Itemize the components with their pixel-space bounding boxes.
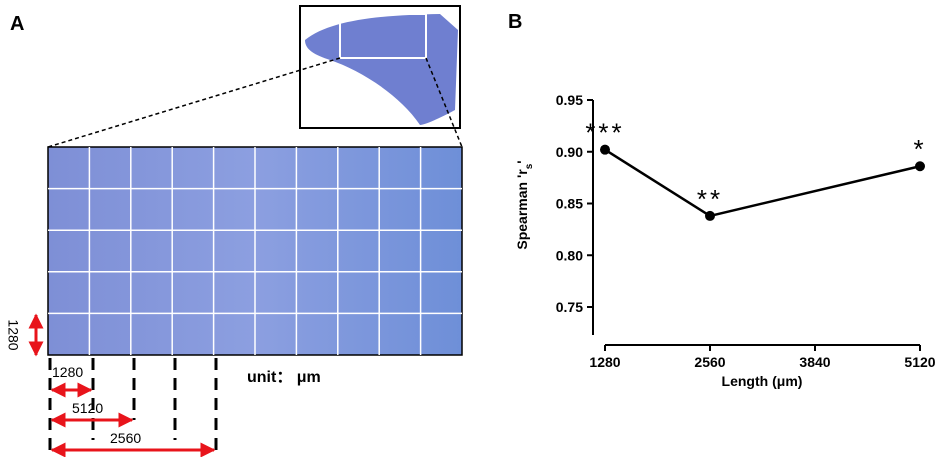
y-title-part: Spearman 'r: [514, 169, 530, 250]
point: [705, 210, 715, 221]
vertical-size: 1280: [5, 319, 21, 350]
zoom-line: [47, 57, 341, 148]
y-tick-label: 0.95: [556, 92, 583, 108]
significance: **: [697, 184, 723, 214]
point: [600, 144, 610, 155]
inset-tissue: [305, 14, 458, 125]
x-tick-label: 2560: [694, 354, 725, 370]
y-title-sub: s: [524, 163, 535, 169]
size-label: 1280: [52, 364, 83, 380]
x-tick-label: 5120: [904, 354, 935, 370]
x-tick-label: 3840: [799, 354, 830, 370]
x-tick-label: 1280: [589, 354, 620, 370]
unit-label: unit： μm: [247, 369, 321, 386]
significance: ***: [585, 118, 624, 148]
size-label: 5120: [72, 400, 103, 416]
panel-label: A: [10, 13, 24, 35]
significance: *: [913, 134, 926, 164]
y-axis-title: Spearman 'rs': [514, 160, 535, 249]
inset-roi: [339, 13, 427, 59]
zoom-line: [425, 57, 463, 148]
size-arrows: [28, 313, 216, 458]
y-tick-label: 0.90: [556, 144, 583, 160]
tile-grid: [48, 147, 462, 355]
y-tick-label: 0.80: [556, 247, 583, 263]
panel-label: B: [508, 11, 522, 33]
x-axis-title: Length (μm): [722, 373, 803, 389]
point: [915, 161, 925, 172]
y-tick-label: 0.75: [556, 299, 583, 315]
y-tick-label: 0.85: [556, 196, 583, 212]
size-label: 2560: [110, 430, 141, 446]
y-title-part: ': [514, 160, 530, 163]
line: [604, 148, 921, 218]
